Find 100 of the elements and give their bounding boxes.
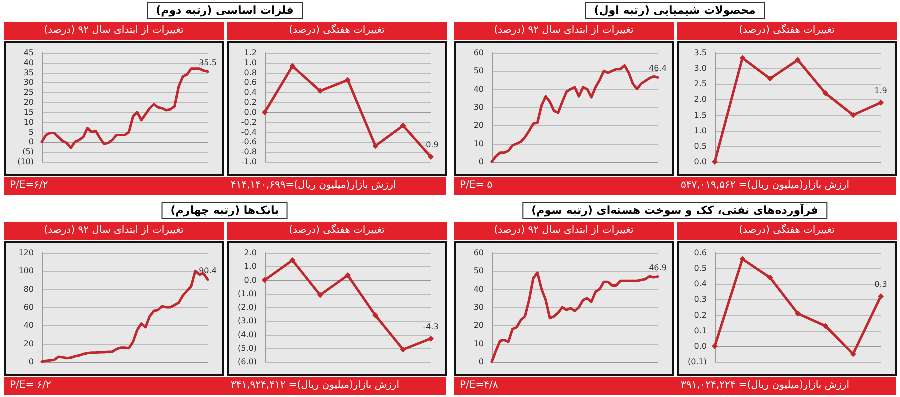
data-label: 90.4 [199,266,217,276]
y-tick-label: 10 [24,118,34,127]
text: فلزات اساسی (رتبه دوم) [147,2,303,19]
chart-title: تغییرات هفتگی (درصد) [677,222,897,240]
y-tick-label: 20 [24,98,34,108]
y-tick-label: -0.6 [241,138,257,147]
text: بانک‌ها (رتبه چهارم) [162,202,288,219]
data-label: 1.9 [874,86,888,96]
y-tick-label: 40 [24,321,34,330]
y-tick-label: 2.0 [244,248,257,258]
point [290,257,296,264]
text: P/E= ۶/۲ [4,377,225,395]
data-label: 35.5 [199,58,217,68]
y-tick-label: 10 [474,139,484,148]
chart-title: تغییرات هفتگی (درصد) [227,22,447,40]
text: P/E= ۵ [454,177,675,195]
y-tick-label: 45 [24,48,34,58]
y-tick-label: 2.0 [694,95,707,104]
point [290,63,296,70]
text: ارزش بازار(میلیون ریال)=۴۱۴,۱۴۰,۶۹۹ [225,177,446,195]
text: P/E=۶/۲ [4,177,225,195]
y-tick-label: 35 [24,68,34,78]
point [850,351,856,358]
point [345,272,351,278]
y-tick-label: 20 [24,339,34,348]
y-tick-label: 1.0 [244,58,257,68]
y-tick-label: 100 [18,266,34,276]
y-tick-label: 0.3 [694,295,707,304]
chart-title: تغییرات از ابتدای سال ۹۲ (درصد) [4,222,224,240]
y-tick-label: 30 [474,103,484,112]
y-tick-label: 0.8 [244,68,257,78]
y-tick-label: 2.5 [694,80,707,89]
text: P/E=۴/۸ [454,377,675,395]
y-tick-label: 0.2 [244,98,257,108]
y-tick-label: -0.4 [241,128,257,137]
point [878,294,884,300]
text: فرآورده‌های نفتی، کک و سوخت هسته‌ای (رتبه سوم) [522,202,828,219]
point [428,154,434,160]
data-label: 46.4 [649,64,667,74]
chart-title: تغییرات هفتگی (درصد) [227,222,447,240]
line-series [40,68,210,150]
y-tick-label: (2.0) [238,303,257,312]
y-tick-label: 0.6 [244,78,257,88]
point [428,336,434,342]
point [262,109,268,116]
y-tick-label: -1.0 [241,158,257,166]
point [372,312,379,319]
point [767,274,774,281]
point [712,159,718,165]
y-tick-label: (0.1) [688,358,707,366]
point [345,77,351,84]
text: ارزش بازار(میلیون ریال)= ۳۴۱,۹۲۴,۴۱۲ [225,377,446,395]
data-label: -4.3 [423,322,439,332]
y-tick-label: 0.4 [694,280,707,289]
y-tick-label: 40 [24,58,34,68]
point [400,122,406,129]
chart-title: تغییرات از ابتدای سال ۹۲ (درصد) [4,22,224,40]
y-tick-label: 0.1 [694,326,707,336]
y-tick-label: 0.0 [244,276,257,285]
y-tick-label: (1.0) [238,289,257,298]
y-tick-label: 0.0 [694,158,707,166]
point [795,57,801,64]
y-tick-label: (3.0) [238,316,257,326]
point [317,88,324,94]
y-tick-label: 1.0 [694,126,707,136]
chart-title: تغییرات از ابتدای سال ۹۲ (درصد) [454,222,674,240]
y-tick-label: 0 [478,158,484,166]
y-tick-label: 0.5 [694,142,707,151]
y-tick-label: 10 [474,339,484,348]
y-tick-label: 30 [474,303,484,312]
y-tick-label: 50 [474,266,484,276]
point [822,323,829,330]
y-tick-label: 0.6 [694,248,707,258]
y-tick-label: 0.0 [694,342,707,351]
point [822,90,829,96]
y-tick-label: 1.5 [694,110,707,120]
y-tick-label: 0.0 [244,108,257,117]
y-tick-label: -0.8 [241,148,257,157]
data-label: 0.3 [874,280,888,290]
y-tick-label: 3.0 [694,64,707,74]
y-tick-label: 0 [478,358,484,366]
point [262,277,268,284]
point [850,112,856,118]
y-tick-label: 15 [24,108,34,117]
point [878,100,884,106]
y-tick-label: 60 [24,303,34,312]
text: ارزش بازار(میلیون ریال)= ۳۹۱,۰۲۴,۲۲۴ [675,377,896,395]
y-tick-label: 30 [24,78,34,88]
text: ارزش بازار(میلیون ریال)= ۵۴۷,۰۱۹,۵۶۲ [675,177,896,195]
data-label: -0.9 [423,140,439,150]
y-tick-label: 20 [474,121,484,130]
y-tick-label: 50 [474,66,484,76]
y-tick-label: 3.5 [694,48,707,58]
y-tick-label: (10) [18,158,34,166]
y-tick-label: (5.0) [238,344,257,353]
data-label: 46.9 [649,263,667,272]
point [400,346,406,353]
point [740,55,746,62]
point [317,292,324,298]
y-tick-label: 0.2 [694,310,707,320]
